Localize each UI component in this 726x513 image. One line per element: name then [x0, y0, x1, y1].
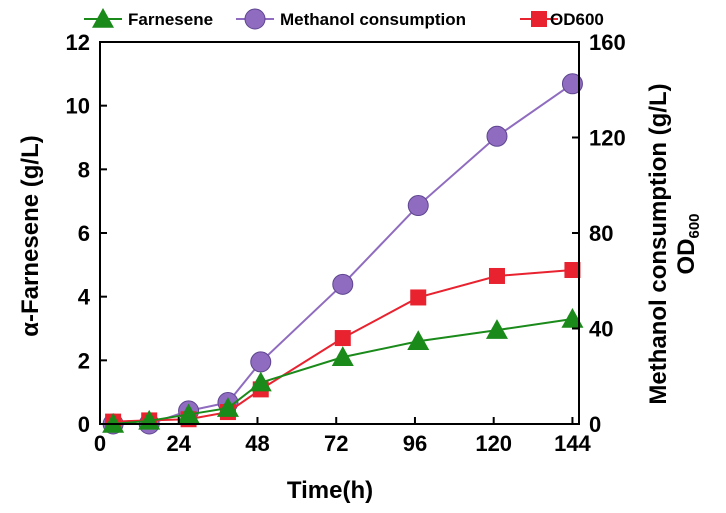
legend-item-farnesene: Farnesene	[84, 8, 213, 29]
data-point-od600	[334, 330, 351, 347]
right-y-tick-label: 80	[589, 221, 613, 246]
plot-frame	[99, 41, 580, 425]
x-tick-label: 120	[475, 431, 512, 456]
legend-marker-methanol-consumption	[244, 8, 266, 30]
data-point-farnesene	[177, 403, 200, 424]
legend-label: Methanol consumption	[280, 10, 466, 29]
right-y-tick-label: 40	[589, 317, 613, 342]
x-tick-label: 96	[403, 431, 427, 456]
legend-label: Farnesene	[128, 10, 213, 29]
data-point-od600	[564, 262, 581, 279]
data-point-od600	[410, 289, 427, 306]
data-point-farnesene	[249, 371, 272, 392]
left-y-tick-label: 12	[66, 30, 90, 55]
x-tick-label: 0	[94, 431, 106, 456]
od-label-main: OD	[673, 239, 700, 275]
left-y-tick-label: 4	[78, 285, 91, 310]
axis-labels: Time(h) α-Farnesene (g/L) Methanol consu…	[17, 83, 703, 504]
series-methanol-consumption	[102, 73, 583, 435]
x-tick-label: 48	[245, 431, 269, 456]
x-tick-label: 72	[324, 431, 348, 456]
legend-label: OD600	[550, 10, 604, 29]
od-label-subscript: 600	[686, 213, 703, 238]
right-y-axis-label-methanol: Methanol consumption (g/L)	[645, 83, 672, 404]
right-y-tick-label: 120	[589, 126, 626, 151]
data-point-od600	[488, 267, 505, 284]
x-axis-label: Time(h)	[287, 477, 373, 504]
left-y-tick-label: 0	[78, 412, 90, 437]
data-point-methanol-consumption	[332, 273, 354, 295]
left-y-tick-label: 2	[78, 348, 90, 373]
left-y-axis-label: α-Farnesene (g/L)	[17, 135, 44, 336]
data-point-farnesene	[407, 330, 430, 351]
data-point-farnesene	[216, 397, 239, 417]
left-y-tick-label: 6	[78, 221, 90, 246]
data-point-farnesene	[485, 319, 508, 339]
data-point-farnesene	[561, 307, 584, 328]
legend-item-od600: OD600	[520, 10, 604, 29]
legend: Farnesene Methanol consumption OD600	[84, 8, 604, 30]
data-point-farnesene	[331, 346, 354, 366]
data-point-methanol-consumption	[407, 195, 429, 217]
right-y-tick-label: 160	[589, 30, 626, 55]
left-y-tick-label: 10	[66, 94, 90, 119]
x-tick-label: 24	[166, 431, 191, 456]
data-point-methanol-consumption	[486, 125, 508, 147]
right-y-axis-label-od600: OD600	[673, 213, 703, 274]
legend-marker-od600	[531, 11, 547, 27]
right-y-tick-label: 0	[589, 412, 601, 437]
left-y-tick-label: 8	[78, 157, 90, 182]
legend-item-methanol-consumption: Methanol consumption	[236, 8, 466, 30]
series-farnesene	[102, 307, 584, 433]
series-layer	[102, 73, 584, 435]
data-point-methanol-consumption	[561, 73, 583, 95]
data-point-methanol-consumption	[250, 351, 272, 373]
data-point-farnesene	[102, 413, 125, 433]
x-tick-label: 144	[554, 431, 591, 456]
legend-marker-farnesene	[92, 8, 114, 28]
